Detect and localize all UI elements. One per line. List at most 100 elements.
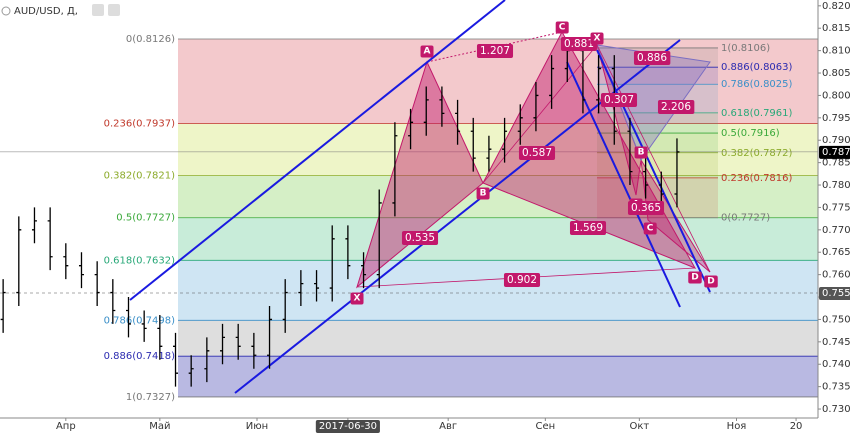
- label-box: [555, 21, 569, 34]
- ratio-label: 1.569: [573, 222, 603, 234]
- ohlc-bar: [31, 207, 37, 244]
- ratio-label: 0.587: [522, 147, 552, 159]
- price-axis-bg: [818, 0, 850, 433]
- ohlc-bar: [16, 216, 22, 306]
- ohlc-bar: [173, 332, 179, 387]
- label-box: [688, 271, 702, 284]
- ohlc-bar: [204, 337, 210, 383]
- ohlc-bar: [235, 323, 241, 360]
- time-axis-bg: [0, 418, 850, 433]
- fib-band: [178, 356, 818, 397]
- ohlc-bar: [674, 138, 680, 208]
- fib-label: 0.886(0.8063): [721, 62, 793, 73]
- y-tick-label: 0.8200: [822, 1, 850, 12]
- fib-band: [597, 67, 718, 85]
- label-box: [518, 146, 556, 160]
- fib-band: [597, 152, 718, 178]
- label-box: [315, 420, 380, 433]
- ratio-label: 0.902: [507, 274, 537, 286]
- x-tick-label: Июн: [246, 421, 268, 432]
- label-box: [819, 287, 850, 301]
- ohlc-bar: [0, 279, 6, 333]
- label-box: [569, 221, 607, 235]
- ohlc-bar: [470, 117, 476, 172]
- ohlc-bar: [486, 135, 492, 172]
- label-box: [819, 145, 850, 159]
- x-tick-label: Окт: [629, 421, 649, 432]
- toggle-icon[interactable]: [1, 6, 11, 16]
- symbol-title: AUD/USD, Д,: [14, 6, 78, 17]
- pattern-point: X: [594, 34, 601, 44]
- ohlc-bar: [533, 81, 539, 132]
- toolbar-button[interactable]: [92, 4, 104, 16]
- ohlc-bar: [125, 297, 131, 338]
- x-tick-label: 2017-06-30: [319, 421, 377, 432]
- ohlc-bar: [423, 86, 429, 136]
- ohlc-bar: [157, 314, 163, 360]
- x-tick-label: Ноя: [727, 421, 747, 432]
- ohlc-bar: [141, 310, 147, 342]
- label-box: [476, 44, 514, 58]
- ohlc-bar: [251, 332, 257, 369]
- ohlc-bar: [298, 270, 304, 306]
- ohlc-bar: [188, 355, 194, 387]
- last-price-tag: 0.7874: [822, 147, 850, 158]
- label-box: [600, 93, 638, 107]
- ohlc-bar: [329, 225, 335, 302]
- fib-label: 0.786(0.7498): [104, 315, 176, 326]
- fib-label: 0(0.8126): [126, 34, 175, 45]
- label-box: [657, 100, 695, 114]
- ohlc-bar: [47, 207, 53, 271]
- ohlc-bar: [94, 261, 100, 306]
- ohlc-bar: [376, 189, 382, 289]
- fib-label: 0.382(0.7872): [721, 148, 793, 159]
- ohlc-bar: [345, 225, 351, 280]
- label-box: [350, 292, 364, 305]
- ratio-label: 1.207: [480, 45, 510, 57]
- ohlc-bar: [63, 243, 69, 280]
- fib-label: 1(0.8106): [721, 43, 770, 54]
- fib-label: 0.382(0.7821): [104, 171, 176, 182]
- ohlc-bar: [549, 55, 555, 109]
- pattern-point: B: [480, 189, 487, 199]
- fib-label: 0.236(0.7937): [104, 119, 176, 130]
- fib-band: [178, 217, 818, 261]
- ohlc-bar: [314, 270, 320, 302]
- label-box: [560, 37, 598, 51]
- label-box: [420, 45, 434, 58]
- toolbar-button[interactable]: [108, 4, 120, 16]
- label-box: [643, 222, 657, 235]
- fib-label: 0.886(0.7418): [104, 351, 176, 362]
- x-tick-label: Сен: [535, 421, 555, 432]
- label-box: [633, 51, 671, 65]
- ratio-label: 0.535: [405, 232, 435, 244]
- label-box: [401, 231, 439, 245]
- ratio-label: 2.206: [661, 101, 691, 113]
- channel-line: [596, 49, 711, 293]
- pattern-point: C: [559, 23, 566, 33]
- x-tick-label: 20: [790, 421, 803, 432]
- ratio-label: 0.307: [604, 94, 634, 106]
- ohlc-bar: [439, 86, 445, 127]
- channel-line: [566, 61, 681, 308]
- fib-label: 0(0.7727): [721, 213, 770, 224]
- ohlc-bar: [455, 99, 461, 145]
- fib-label: 1(0.7327): [126, 392, 175, 403]
- ohlc-bar: [627, 117, 633, 186]
- pattern-point: C: [647, 224, 654, 234]
- ohlc-bar: [643, 158, 649, 199]
- ohlc-bar: [110, 279, 116, 324]
